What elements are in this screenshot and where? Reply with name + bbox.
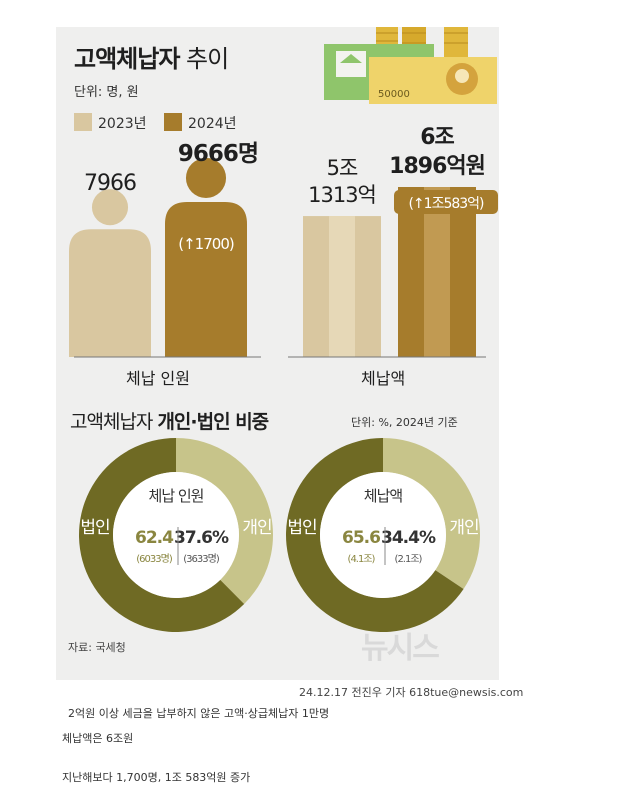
donut-sub-indiv-1: (3633명) <box>183 553 220 565</box>
category-label-amount: 체납액 <box>361 369 406 388</box>
legend-label-2024: 2024년 <box>188 116 237 132</box>
data-label-2023-line2: 1313억 <box>308 183 376 207</box>
donut-label-indiv-2: 개인 <box>449 518 478 538</box>
banknote-value: 50000 <box>378 89 410 100</box>
data-label-2024-line2: 1896억원 <box>389 154 485 179</box>
donut-sub-corp-1: (6033명) <box>136 553 173 565</box>
donut-slice-2-법인 <box>285 438 464 632</box>
legend-swatch-2024 <box>164 113 182 131</box>
banknote-yellow: 50000 <box>369 57 497 104</box>
bar-charts: 7966 9666명 (↑1700) 5조 1313억 6조 1896억원 (↑1조583억) <box>69 125 498 358</box>
credit-line: 24.12.17 전진우 기자 618tue@newsis.com <box>299 686 524 699</box>
donut-value-corp-1: 62.4 <box>135 528 174 548</box>
watermark-logo: 뉴시스 <box>361 631 440 666</box>
donut-slice-1-법인 <box>78 438 245 632</box>
amount-bar-stripe-2023년 <box>329 216 355 357</box>
section-title-bold: 개인·법인 비중 <box>157 411 269 433</box>
unit-label: 단위: 명, 원 <box>74 85 139 100</box>
change-label-amount: (↑1조583억) <box>408 196 484 212</box>
person-bar-2024년 <box>165 202 247 357</box>
donut-hole-2 <box>320 472 446 598</box>
source-label: 자료: 국세청 <box>68 641 126 654</box>
amount-bar-stripe-2024년 <box>424 187 450 357</box>
donut-slice-2-개인 <box>383 438 480 590</box>
donut-value-indiv-2: 34.4% <box>381 528 436 548</box>
donut-value-corp-2: 65.6 <box>342 528 380 548</box>
caption-1: 2억원 이상 세금을 납부하지 않은 고액·상급체납자 1만명 <box>68 707 330 720</box>
donut-sub-indiv-2: (2.1조) <box>395 554 423 565</box>
donut-hole-1 <box>113 472 239 598</box>
unit-label-2: 단위: %, 2024년 기준 <box>351 416 458 429</box>
money-illustration: 50000 <box>324 27 497 104</box>
legend-label-2023: 2023년 <box>98 116 147 132</box>
change-label-count: (↑1700) <box>178 235 234 253</box>
donut-title-1: 체납 인원 <box>149 487 204 505</box>
data-label-2023: 7966 <box>84 171 136 196</box>
donut-label-corp-2: 법인 <box>287 518 316 538</box>
donut-sub-corp-2: (4.1조) <box>348 554 376 565</box>
caption-2: 체납액은 6조원 <box>62 732 134 745</box>
data-label-2023-line1: 5조 <box>327 156 358 180</box>
donut-slice-1-개인 <box>176 438 273 605</box>
person-head-2023년 <box>91 189 129 226</box>
category-label-count: 체납 인원 <box>126 369 190 388</box>
donut-title-2: 체납액 <box>364 487 403 505</box>
caption-3: 지난해보다 1,700명, 1조 583억원 증가 <box>62 771 251 784</box>
data-label-2024-line1: 6조 <box>420 125 454 150</box>
section-title-light: 고액체납자 <box>70 411 158 433</box>
change-label-bg <box>394 190 498 214</box>
donut-label-corp-1: 법인 <box>80 518 109 538</box>
donut-value-indiv-1: 37.6% <box>174 528 229 548</box>
legend-swatch-2023 <box>74 113 92 131</box>
donut-charts: 체납 인원 62.4 37.6%(6033명) (3633명) 법인 개인 체납액 65.6 3… <box>78 438 480 632</box>
donut-label-indiv-1: 개인 <box>242 518 271 538</box>
title-bold: 고액체납자 <box>74 45 180 73</box>
page-title: 고액체납자 추이 <box>74 39 229 74</box>
title-light: 추이 <box>179 45 229 73</box>
person-bar-2023년 <box>69 229 151 357</box>
infographic: 고액체납자 추이 단위: 명, 원 50000 2023년 2024년 7966… <box>56 27 499 680</box>
section-title: 고액체납자 개인·법인 비중 <box>70 407 269 434</box>
data-label-2024: 9666명 <box>178 141 258 167</box>
person-head-2024년 <box>185 157 227 199</box>
